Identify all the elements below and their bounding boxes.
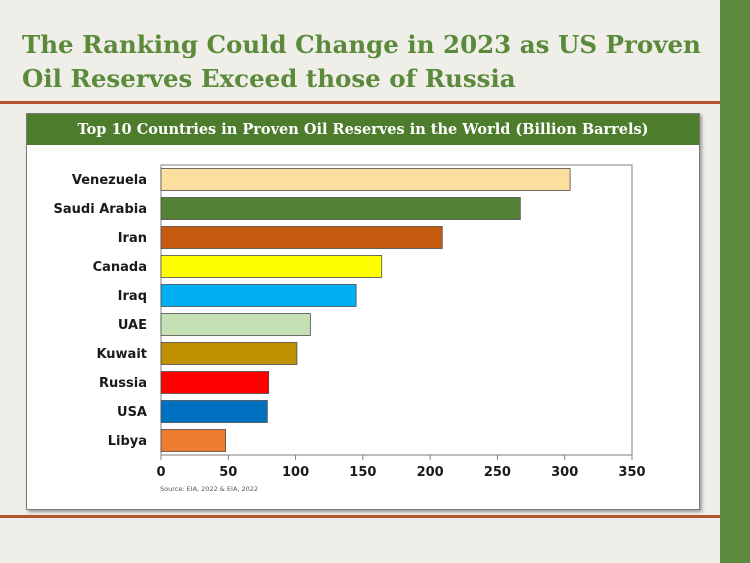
category-label: Venezuela (72, 173, 147, 188)
chart-panel: Top 10 Countries in Proven Oil Reserves … (26, 113, 700, 510)
bar-iran (160, 226, 443, 249)
bar-venezuela (160, 168, 571, 191)
category-label: Canada (93, 260, 147, 275)
category-label: USA (117, 405, 147, 420)
x-tick-label: 300 (551, 465, 578, 480)
bottom-divider (0, 515, 720, 518)
x-tick-label: 200 (417, 465, 444, 480)
bar-usa (160, 400, 268, 423)
bar-chart: Venezuela Saudi Arabia Iran Canada Iraq UAE Ku… (54, 164, 646, 480)
bar-saudi-arabia (160, 197, 521, 220)
x-tick-label: 100 (282, 465, 309, 480)
x-tick-label: 250 (484, 465, 511, 480)
bar-canada (160, 255, 383, 278)
bar-uae (160, 313, 311, 336)
bar-russia (160, 371, 270, 394)
category-label: Iraq (118, 289, 147, 304)
category-label: UAE (118, 318, 147, 333)
bar-libya (160, 429, 226, 452)
category-label: Kuwait (96, 347, 147, 362)
x-tick-label: 50 (219, 465, 237, 480)
slide-title-line-1: The Ranking Could Change in 2023 as US P… (22, 30, 701, 59)
title-divider (0, 101, 720, 104)
category-label: Saudi Arabia (54, 202, 147, 217)
category-label: Iran (118, 231, 147, 246)
chart-title: Top 10 Countries in Proven Oil Reserves … (27, 114, 699, 145)
right-accent-bar (720, 0, 750, 563)
slide-title-line-2: Oil Reserves Exceed those of Russia (22, 64, 516, 93)
x-tick-label: 0 (156, 465, 165, 480)
category-label: Russia (99, 376, 147, 391)
bar-kuwait (160, 342, 298, 365)
chart-source: Source: EIA, 2022 & EIA, 2022 (160, 485, 259, 493)
x-tick-label: 150 (349, 465, 376, 480)
x-tick-label: 350 (618, 465, 645, 480)
slide-title: The Ranking Could Change in 2023 as US P… (22, 28, 712, 96)
bar-iraq (160, 284, 357, 307)
category-label: Libya (108, 434, 147, 449)
